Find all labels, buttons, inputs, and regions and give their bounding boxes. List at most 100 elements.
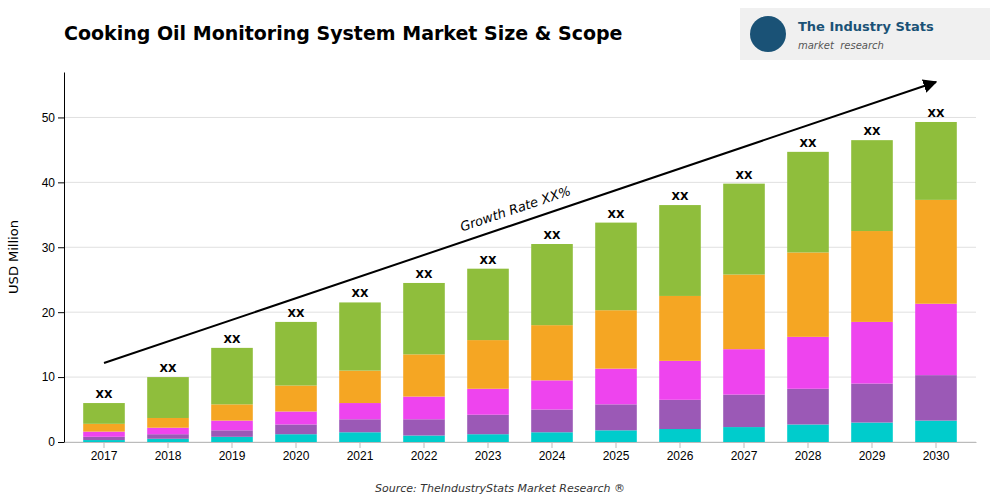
bar-segment <box>851 322 893 384</box>
bar-segment <box>851 140 893 231</box>
bar-labels: XXXXXXXXXXXXXXXXXXXXXXXXXXXX <box>96 107 945 401</box>
y-tick-label: 30 <box>42 241 56 255</box>
x-tick: 2025 <box>603 442 630 463</box>
bar-label: XX <box>608 208 625 221</box>
bar-segment <box>403 436 445 442</box>
x-tick: 2029 <box>859 442 886 463</box>
bar-segment <box>339 432 381 442</box>
grid-line <box>64 442 976 443</box>
x-tick: 2021 <box>347 442 374 463</box>
source: Source: TheIndustryStats Market Research… <box>375 482 625 495</box>
bar-segment <box>83 403 125 424</box>
bar-segment <box>787 152 829 253</box>
x-tick-label: 2030 <box>923 449 950 463</box>
grid-line <box>64 377 976 378</box>
bar-segment <box>83 424 125 432</box>
x-tick-mark <box>424 442 425 448</box>
bar-segment <box>787 252 829 336</box>
x-tick-label: 2028 <box>795 449 822 463</box>
bar-segment <box>275 434 317 442</box>
bars <box>83 122 957 442</box>
logo-icon <box>750 16 786 52</box>
bar-segment <box>147 418 189 428</box>
y-tick-mark <box>58 377 64 378</box>
y-tick: 30 <box>42 241 64 255</box>
y-tick-label: 50 <box>42 111 56 125</box>
y-tick-mark <box>58 312 64 313</box>
growth-label: Growth Rate XX% <box>458 183 573 234</box>
x-tick-mark <box>872 442 873 448</box>
x-tick: 2026 <box>667 442 694 463</box>
bar-segment <box>787 424 829 442</box>
x-tick: 2020 <box>283 442 310 463</box>
y-tick-label: 40 <box>42 176 56 190</box>
x-tick-mark <box>168 442 169 448</box>
bar-segment <box>403 283 445 354</box>
bar-segment <box>211 421 253 431</box>
x-tick-label: 2022 <box>411 449 438 463</box>
y-tick: 50 <box>42 111 64 125</box>
bar-label: XX <box>288 307 305 320</box>
bar-segment <box>339 403 381 419</box>
x-tick-mark <box>744 442 745 448</box>
x-tick-mark <box>552 442 553 448</box>
y-tick: 0 <box>48 435 64 449</box>
logo: The Industry Statsmarket research <box>740 8 990 60</box>
bar-segment <box>83 437 125 440</box>
bar-segment <box>467 415 509 434</box>
x-tick: 2023 <box>475 442 502 463</box>
bar-segment <box>531 244 573 325</box>
x-axis: 2017201820192020202120222023202420252026… <box>65 442 977 463</box>
x-tick-mark <box>296 442 297 448</box>
bar-segment <box>595 223 637 311</box>
bar-segment <box>595 430 637 442</box>
y-tick-label: 10 <box>42 370 56 384</box>
bar-segment <box>915 421 957 442</box>
bar-label: XX <box>672 190 689 203</box>
bar-segment <box>787 337 829 389</box>
x-tick: 2027 <box>731 442 758 463</box>
bar-segment <box>83 432 125 437</box>
bar-segment <box>659 361 701 400</box>
y-tick-label: 0 <box>48 435 55 449</box>
bar-segment <box>915 304 957 375</box>
y-tick-mark <box>58 247 64 248</box>
bar-segment <box>659 296 701 361</box>
segment-group <box>83 122 957 424</box>
x-axis-line <box>65 442 977 443</box>
bar-label: XX <box>928 107 945 120</box>
bar-segment <box>723 395 765 427</box>
x-tick: 2030 <box>923 442 950 463</box>
bar-segment <box>531 410 573 433</box>
y-tick: 10 <box>42 370 64 384</box>
bar-segment <box>147 377 189 418</box>
x-tick-label: 2029 <box>859 449 886 463</box>
bar-segment <box>339 302 381 370</box>
bar-segment <box>851 231 893 322</box>
x-tick-label: 2025 <box>603 449 630 463</box>
x-tick: 2022 <box>411 442 438 463</box>
y-tick-mark <box>58 182 64 183</box>
bar-segment <box>723 275 765 350</box>
x-tick-label: 2023 <box>475 449 502 463</box>
bar-segment <box>915 122 957 200</box>
bar-segment <box>915 375 957 420</box>
bar-segment <box>403 419 445 435</box>
logo-box <box>740 8 990 60</box>
grid-line <box>64 182 976 183</box>
bar-segment <box>403 397 445 420</box>
x-tick: 2028 <box>795 442 822 463</box>
bar-segment <box>723 184 765 275</box>
bar-segment <box>851 423 893 442</box>
x-tick-mark <box>680 442 681 448</box>
x-tick-label: 2019 <box>219 449 246 463</box>
bar-segment <box>211 437 253 442</box>
y-axis: 01020304050 <box>42 73 65 450</box>
bar-segment <box>531 325 573 380</box>
plot: 2017201820192020202120222023202420252026… <box>42 73 977 463</box>
bar-segment <box>339 371 381 403</box>
logo-title: The Industry Stats <box>798 19 934 34</box>
x-tick-mark <box>104 442 105 448</box>
x-tick: 2019 <box>219 442 246 463</box>
bar-label: XX <box>352 287 369 300</box>
